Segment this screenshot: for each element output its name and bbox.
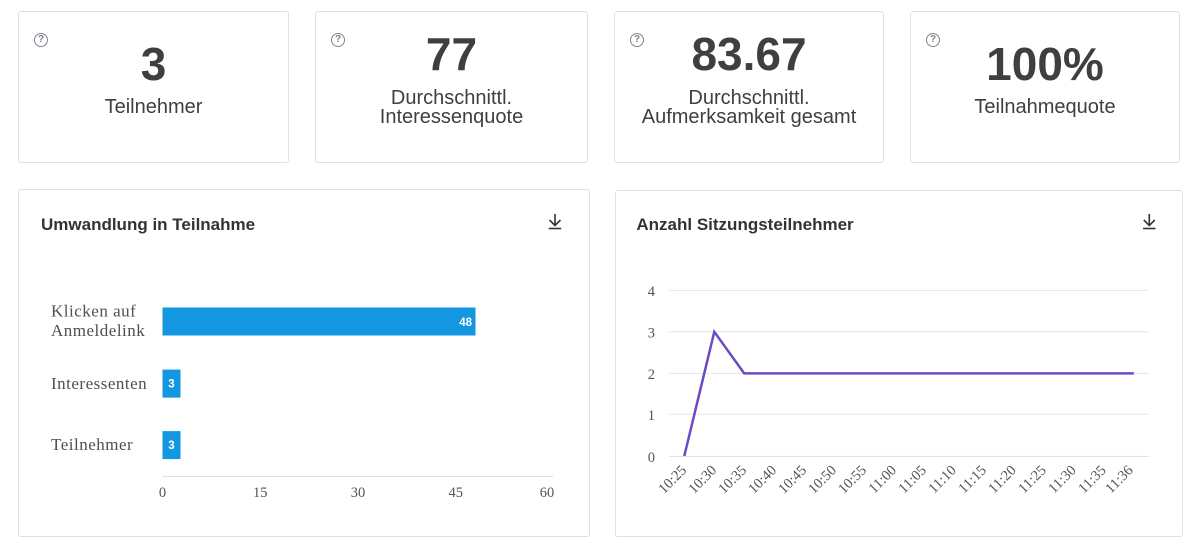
svg-text:11:15: 11:15 (956, 463, 990, 497)
svg-text:11:20: 11:20 (985, 463, 1019, 497)
svg-text:Klicken auf: Klicken auf (51, 302, 136, 321)
svg-text:Anmeldelink: Anmeldelink (51, 321, 145, 340)
svg-text:11:00: 11:00 (866, 463, 900, 497)
svg-text:Interessenten: Interessenten (51, 374, 147, 393)
svg-text:11:36: 11:36 (1102, 463, 1136, 497)
svg-text:2: 2 (648, 367, 655, 383)
svg-text:4: 4 (648, 284, 656, 300)
svg-text:11:30: 11:30 (1045, 463, 1079, 497)
svg-text:10:50: 10:50 (805, 463, 840, 498)
svg-text:10:40: 10:40 (745, 463, 780, 498)
svg-text:10:55: 10:55 (835, 463, 870, 498)
svg-text:3: 3 (168, 440, 174, 452)
svg-text:15: 15 (253, 485, 268, 501)
svg-text:Umwandlung in Teilnahme: Umwandlung in Teilnahme (41, 215, 255, 234)
svg-text:10:30: 10:30 (685, 463, 720, 498)
svg-text:3: 3 (168, 379, 174, 391)
svg-text:11:25: 11:25 (1015, 463, 1049, 497)
svg-text:Teilnehmer: Teilnehmer (51, 435, 133, 454)
svg-text:10:45: 10:45 (775, 463, 810, 498)
svg-text:48: 48 (459, 317, 472, 329)
svg-text:11:05: 11:05 (896, 463, 930, 497)
svg-text:11:10: 11:10 (926, 463, 960, 497)
svg-text:30: 30 (351, 485, 366, 501)
svg-text:60: 60 (540, 485, 555, 501)
svg-text:3: 3 (648, 325, 655, 341)
svg-text:45: 45 (449, 485, 464, 501)
svg-text:0: 0 (159, 485, 166, 501)
svg-text:1: 1 (648, 408, 655, 424)
svg-text:11:35: 11:35 (1075, 463, 1109, 497)
svg-text:Anzahl Sitzungsteilnehmer: Anzahl Sitzungsteilnehmer (636, 215, 854, 234)
svg-text:10:25: 10:25 (655, 463, 690, 498)
svg-text:10:35: 10:35 (715, 463, 750, 498)
svg-text:0: 0 (648, 450, 655, 466)
